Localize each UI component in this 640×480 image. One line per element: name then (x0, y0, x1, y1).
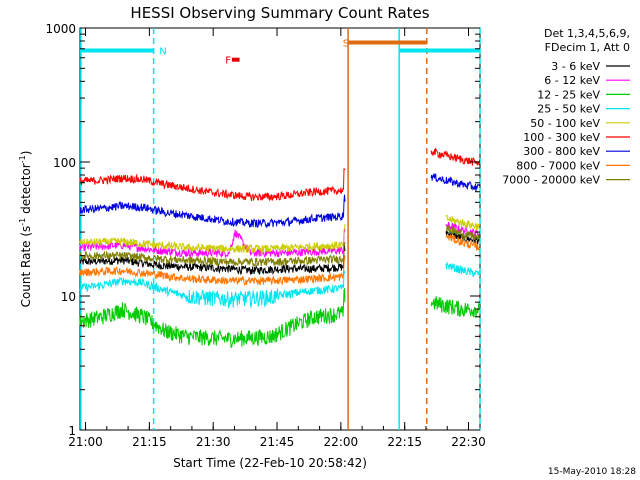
legend-label-5: 100 - 300 keV (523, 131, 600, 144)
y-label-part-1: Count Rate (s (19, 226, 33, 308)
legend-label-7: 800 - 7000 keV (516, 159, 600, 172)
x-tick-label-0: 21:00 (68, 435, 103, 449)
y-tick-label-2: 100 (53, 156, 76, 170)
plot-frame (79, 27, 481, 431)
flag-label-n: N (159, 46, 166, 57)
axis-ticks: 21:00 21:15 21:30 21:45 22:00 22:15 22:30 1 10 10… (45, 22, 485, 449)
x-tick-label-2: 21:30 (196, 435, 231, 449)
x-tick-label-5: 22:15 (387, 435, 422, 449)
y-tick-label-0: 1 (68, 424, 76, 438)
series-line-0 (79, 229, 481, 276)
legend-label-3: 25 - 50 keV (537, 103, 600, 116)
flag-bars: N S F (80, 38, 480, 67)
y-tick-label-1: 10 (61, 290, 76, 304)
vertical-markers (80, 28, 481, 430)
y-tick-label-3: 1000 (45, 22, 76, 36)
x-tick-label-6: 22:30 (451, 435, 486, 449)
x-tick-label-3: 21:45 (260, 435, 295, 449)
y-axis-label: Count Rate (s-1 detector-1) (18, 151, 33, 308)
legend-header-1: Det 1,3,4,5,6,9, (544, 27, 630, 40)
plot-axes (79, 27, 481, 431)
legend-label-1: 6 - 12 keV (544, 74, 600, 87)
series-line-3 (79, 262, 481, 309)
y-label-sup-1: -1 (18, 218, 27, 226)
flag-label-s: S (343, 38, 349, 49)
legend-label-4: 50 - 100 keV (530, 117, 600, 130)
legend-header-2: FDecim 1, Att 0 (545, 41, 630, 54)
y-label-sup-2: -1 (18, 155, 27, 163)
series-line-5 (79, 147, 481, 202)
series-line-8 (79, 225, 481, 268)
legend-label-0: 3 - 6 keV (551, 60, 600, 73)
series-line-4 (79, 214, 481, 255)
y-label-part-2: detector (19, 163, 33, 218)
series-line-6 (79, 173, 481, 229)
x-tick-label-1: 21:15 (132, 435, 167, 449)
series-lines (79, 147, 481, 349)
x-axis-label: Start Time (22-Feb-10 20:58:42) (173, 456, 367, 470)
chart-title: HESSI Observing Summary Count Rates (130, 4, 429, 22)
legend-label-2: 12 - 25 keV (537, 88, 600, 101)
series-line-2 (79, 288, 480, 349)
legend: Det 1,3,4,5,6,9, FDecim 1, Att 0 3 - 6 k… (502, 27, 630, 187)
legend-label-6: 300 - 800 keV (523, 145, 600, 158)
footer-date: 15-May-2010 18:28 (548, 467, 636, 477)
series-line-7 (79, 234, 481, 286)
y-label-part-3: ) (19, 151, 33, 156)
x-tick-label-4: 22:00 (324, 435, 359, 449)
flag-label-f: F (225, 56, 231, 67)
legend-label-8: 7000 - 20000 keV (502, 174, 600, 187)
series-line-1 (79, 221, 480, 259)
